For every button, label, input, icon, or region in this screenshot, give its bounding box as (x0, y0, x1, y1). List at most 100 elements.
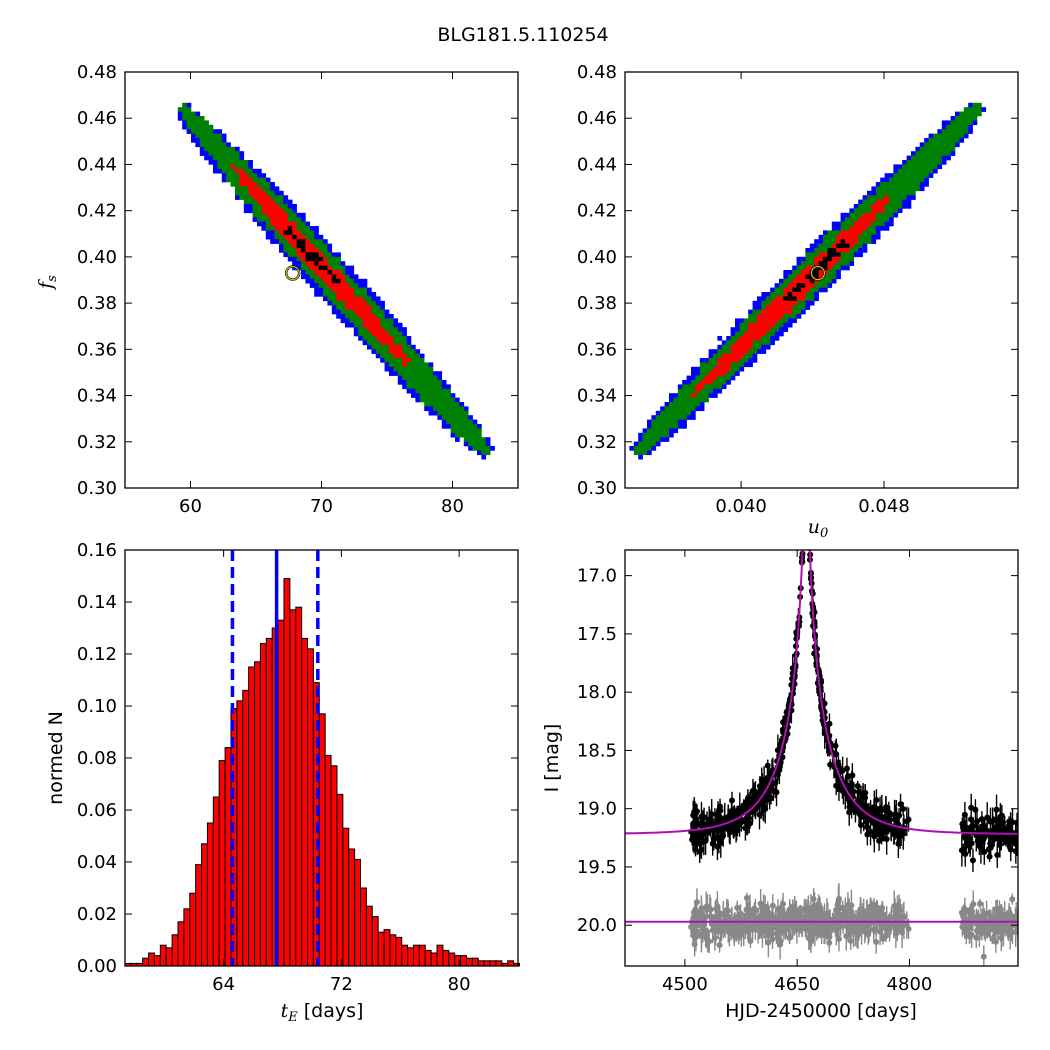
density-cell (708, 388, 714, 394)
density-cell (818, 234, 824, 240)
density-cell (805, 256, 811, 262)
density-cell (477, 446, 482, 451)
y-tick-label: 20.0 (577, 915, 617, 936)
density-cell (485, 446, 491, 451)
density-cell (397, 380, 403, 385)
panel-lightcurve-ylabel: I [mag] (541, 724, 563, 793)
data-point (1014, 819, 1018, 826)
density-cell (915, 168, 921, 174)
density-cell (331, 300, 337, 306)
density-cell (331, 292, 337, 297)
density-cell (748, 353, 753, 359)
density-cell (871, 221, 877, 227)
density-cell (682, 410, 687, 416)
density-cell (191, 124, 196, 130)
density-cell (858, 252, 863, 258)
density-cell (845, 226, 850, 231)
density-cell (287, 199, 293, 205)
density-cell (779, 278, 784, 284)
density-cell (323, 243, 328, 249)
residual-point (894, 927, 901, 934)
density-cell (721, 353, 727, 359)
data-point (774, 747, 781, 754)
density-cell (261, 199, 267, 205)
density-cell (248, 168, 253, 174)
density-cell (933, 142, 938, 148)
density-cell (906, 182, 912, 187)
density-cell (915, 151, 921, 156)
density-cell (384, 340, 390, 346)
density-cell (367, 296, 372, 302)
density-cell (862, 239, 868, 244)
density-cell (195, 120, 201, 126)
density-cell (208, 133, 214, 139)
density-cell (446, 402, 451, 407)
density-cell (686, 388, 692, 394)
density-cell (292, 226, 297, 231)
density-cell (468, 424, 473, 429)
density-cell (283, 239, 289, 244)
density-cell (849, 234, 855, 240)
density-cell (840, 217, 846, 222)
y-tick-label: 0.48 (77, 62, 117, 83)
density-cell (875, 217, 881, 222)
density-cell (840, 243, 846, 249)
density-cell (226, 168, 231, 174)
density-cell (446, 397, 451, 403)
density-cell (441, 397, 447, 403)
density-cell (199, 120, 205, 126)
density-cell (911, 190, 916, 196)
density-cell (919, 186, 925, 192)
density-cell (195, 111, 201, 117)
density-cell (314, 270, 319, 275)
density-cell (195, 138, 201, 143)
density-cell (660, 406, 665, 412)
density-cell (757, 331, 762, 337)
density-cell (933, 160, 938, 165)
density-cell (265, 212, 271, 218)
density-cell (367, 305, 372, 310)
density-cell (389, 349, 394, 354)
density-cell (450, 393, 456, 398)
data-point (870, 828, 877, 835)
density-cell (717, 344, 723, 350)
density-cell (761, 340, 767, 346)
density-cell (721, 380, 727, 385)
density-cell (248, 177, 253, 183)
histogram-bar (236, 700, 244, 967)
density-cell (757, 305, 762, 310)
density-cell (871, 217, 877, 222)
density-cell (331, 270, 337, 275)
density-cell (796, 283, 802, 288)
density-cell (748, 344, 753, 350)
density-cell (809, 287, 815, 293)
density-cell (875, 182, 881, 187)
density-cell (853, 239, 859, 244)
density-cell (265, 230, 271, 236)
density-cell (279, 195, 284, 200)
density-cell (485, 450, 491, 456)
residual-point (1012, 913, 1018, 920)
density-cell (213, 160, 218, 165)
density-cell (884, 199, 890, 205)
density-cell (375, 314, 381, 319)
density-cell (450, 428, 456, 434)
density-cell (305, 234, 311, 240)
residual-point (962, 908, 969, 915)
density-cell (660, 437, 665, 442)
density-cell (770, 305, 775, 310)
density-cell (296, 256, 302, 262)
density-cell (345, 283, 350, 288)
density-cell (801, 296, 806, 302)
density-cell (867, 221, 872, 227)
density-cell (774, 309, 780, 315)
density-cell (787, 296, 793, 302)
density-cell (827, 248, 833, 253)
x-tick-label: 70 (310, 496, 333, 517)
density-cell (761, 292, 767, 297)
density-cell (963, 133, 969, 139)
density-cell (792, 314, 797, 319)
density-cell (340, 318, 346, 324)
density-cell (743, 344, 749, 350)
density-cell (323, 270, 328, 275)
